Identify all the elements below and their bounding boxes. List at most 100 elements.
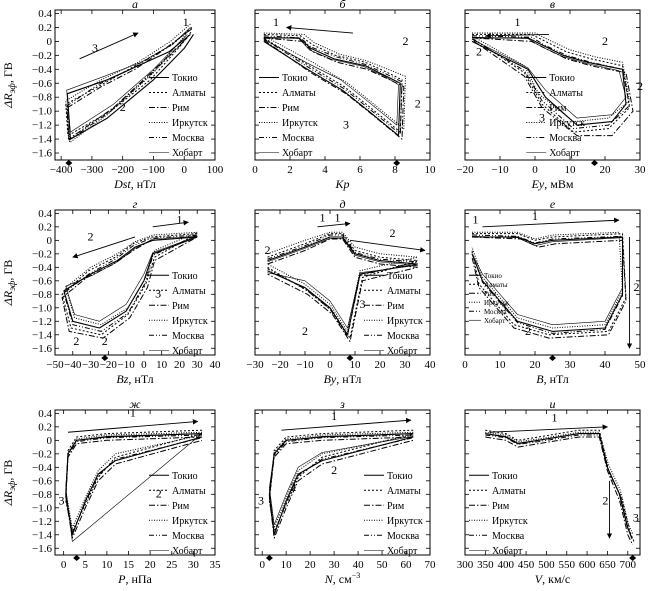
x-tick-label: 20 bbox=[375, 359, 387, 371]
y-tick-label: 0.4 bbox=[38, 408, 52, 420]
y-tick-label: −1.2 bbox=[32, 316, 52, 328]
x-tick-label: 40 bbox=[425, 359, 437, 371]
series-line-3 bbox=[268, 436, 414, 539]
legend-label: Токио bbox=[387, 471, 413, 482]
legend-label: Иркутск bbox=[172, 118, 208, 129]
legend-label: Алматы bbox=[484, 281, 508, 289]
legend-label: Хобарт bbox=[172, 148, 203, 159]
trend-arrow bbox=[317, 221, 351, 228]
x-tick-label: 35 bbox=[210, 559, 222, 571]
x-axis-title: V, км/с bbox=[535, 572, 570, 586]
y-tick-label: −1.4 bbox=[32, 134, 52, 146]
branch-label: 2 bbox=[120, 100, 126, 114]
legend-label: Токио bbox=[282, 73, 308, 84]
branch-label: 1 bbox=[320, 210, 326, 224]
x-tick-label: 20 bbox=[174, 359, 186, 371]
legend-label: Хобарт bbox=[549, 148, 580, 159]
legend: Токио Алматы Рим Иркутск Москва Хобарт bbox=[364, 271, 423, 357]
legend-label: Рим bbox=[172, 301, 190, 312]
x-tick-label: 15 bbox=[123, 559, 135, 571]
series-line-2 bbox=[471, 33, 630, 133]
series-line-4 bbox=[485, 431, 634, 536]
branch-label: 3 bbox=[155, 287, 161, 301]
x-tick-label: −30 bbox=[82, 359, 100, 371]
series-line-5 bbox=[268, 434, 414, 534]
y-tick-label: −0.6 bbox=[32, 275, 52, 287]
branch-label: 2 bbox=[525, 324, 531, 338]
y-tick-label: −1.6 bbox=[32, 543, 52, 555]
x-tick-label: 40 bbox=[600, 359, 612, 371]
x-tick-label: 10 bbox=[350, 359, 362, 371]
y-tick-label: −1.0 bbox=[32, 302, 52, 314]
x-tick-label: 6 bbox=[357, 164, 363, 176]
legend-label: Москва bbox=[387, 331, 420, 342]
series-line-2 bbox=[263, 33, 403, 133]
legend-label: Москва bbox=[282, 133, 315, 144]
branch-label: 1 bbox=[130, 406, 136, 420]
series-line-4 bbox=[471, 32, 630, 123]
series-line-5 bbox=[63, 234, 198, 332]
y-tick-label: 0.2 bbox=[38, 22, 52, 34]
x-tick-label: 0 bbox=[462, 359, 468, 371]
legend-label: Токио bbox=[172, 73, 198, 84]
x-tick-label: 600 bbox=[579, 559, 596, 571]
branch-label: 3 bbox=[633, 510, 639, 524]
branch-label: 2 bbox=[476, 44, 482, 58]
series-line-3 bbox=[267, 238, 418, 342]
y-tick-label: −0.2 bbox=[32, 448, 52, 460]
legend-label: Москва bbox=[549, 133, 582, 144]
y-tick-label: −1.4 bbox=[32, 529, 52, 541]
branch-label: 1 bbox=[183, 15, 189, 29]
y-tick-label: −0.8 bbox=[32, 289, 52, 301]
panel-letter: в bbox=[550, 0, 555, 11]
series-line-4 bbox=[268, 431, 414, 529]
x-tick-label: 30 bbox=[635, 164, 647, 176]
panel-4: г0.40.20−0.2−0.4−0.6−0.8−1.0−1.2−1.4−1.6… bbox=[32, 197, 221, 386]
x-tick-label: 5 bbox=[83, 559, 89, 571]
plot-frame bbox=[54, 209, 216, 356]
branch-label: 3 bbox=[539, 111, 545, 125]
branch-label: 1 bbox=[552, 410, 558, 424]
legend-label: Алматы bbox=[172, 286, 206, 297]
x-tick-label: −50 bbox=[46, 359, 64, 371]
y-tick-label: −1.0 bbox=[32, 502, 52, 514]
panels: а0.40.20−0.2−0.4−0.6−0.8−1.0−1.2−1.4−1.6… bbox=[32, 0, 646, 586]
legend-label: Токио bbox=[484, 272, 502, 280]
legend-label: Алматы bbox=[387, 286, 421, 297]
y-tick-label: 0 bbox=[47, 235, 53, 247]
series-line-4 bbox=[65, 231, 198, 326]
diamond-marker bbox=[73, 555, 81, 561]
y-tick-label: −1.4 bbox=[32, 329, 52, 341]
legend-label: Рим bbox=[484, 290, 497, 298]
panel-8: з 0 10 20 30 40 50 60 70 N, см−3 1 3 2 2 Токио Алматы Ри… bbox=[254, 397, 436, 586]
row-y-axis-titles: ΔRэф, ГВ ΔRэф, ГВ ΔRэф, ГВ bbox=[1, 62, 17, 506]
legend-label: Рим bbox=[492, 501, 510, 512]
x-tick-label: 20 bbox=[145, 559, 157, 571]
x-tick-label: 0 bbox=[141, 359, 147, 371]
branch-label: 2 bbox=[302, 324, 308, 338]
panel-letter: ж bbox=[129, 397, 140, 411]
series-line-6 bbox=[65, 236, 198, 322]
series-line-1 bbox=[63, 236, 198, 329]
panel-letter: а bbox=[132, 0, 138, 11]
branch-label: 1 bbox=[331, 409, 337, 423]
x-tick-label: 350 bbox=[477, 559, 494, 571]
y-tick-label: −1.6 bbox=[32, 343, 52, 355]
branch-label: 2 bbox=[290, 480, 296, 494]
y-tick-label: −1.0 bbox=[32, 106, 52, 118]
legend-label: Алматы bbox=[172, 88, 206, 99]
x-tick-label: 25 bbox=[166, 559, 178, 571]
legend: Токио Алматы Рим Иркутск Москва Хобарт bbox=[469, 471, 528, 557]
x-axis-title: B, нТл bbox=[536, 372, 569, 386]
legend: Токио Алматы Рим Иркутск Москва Хобарт bbox=[526, 73, 585, 159]
branch-label: 2 bbox=[415, 97, 421, 111]
trend-arrow bbox=[79, 32, 139, 60]
branch-label: 2 bbox=[390, 226, 396, 240]
diamond-marker bbox=[393, 160, 401, 166]
x-tick-label: 400 bbox=[497, 559, 514, 571]
series-line-5 bbox=[263, 35, 403, 135]
panel-letter: г bbox=[133, 197, 138, 211]
legend-label: Рим bbox=[172, 103, 190, 114]
legend-label: Иркутск bbox=[387, 516, 423, 527]
series-line-3 bbox=[61, 236, 198, 339]
